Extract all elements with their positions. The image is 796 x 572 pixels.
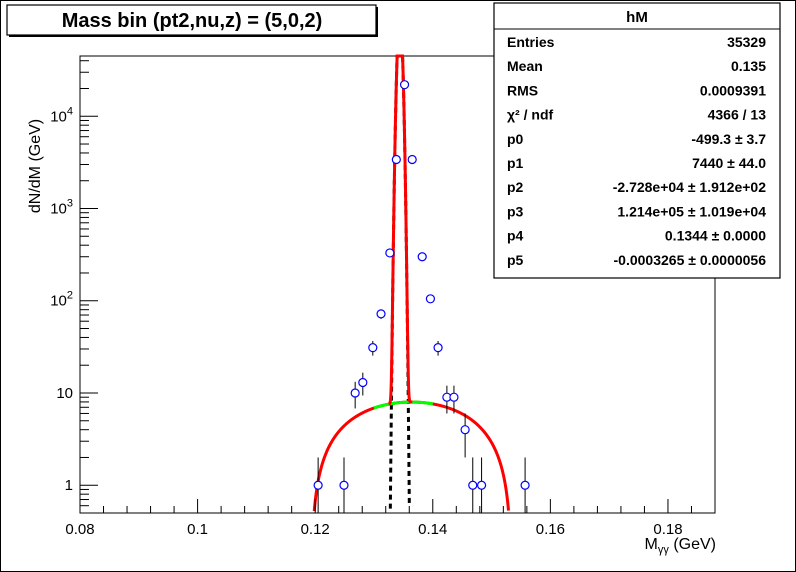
x-tick-label: 0.1 (187, 521, 208, 538)
stats-row-label: p1 (507, 155, 524, 171)
stats-row-label: Entries (507, 34, 555, 50)
stats-row-label: p3 (507, 203, 524, 219)
x-tick-label: 0.14 (418, 521, 447, 538)
data-point (476, 480, 487, 490)
stats-row-value: 7440 ± 44.0 (692, 155, 766, 171)
data-point (407, 154, 417, 165)
data-point (358, 377, 368, 388)
data-point (313, 480, 323, 490)
y-axis-title: dN/dM (GeV) (27, 119, 44, 213)
stats-row-label: p5 (507, 252, 524, 268)
x-tick-label: 0.18 (653, 521, 682, 538)
data-point (468, 480, 478, 490)
stats-row-value: 4366 / 13 (708, 107, 767, 123)
y-tick-label: 10 (56, 385, 73, 402)
x-tick-label: 0.16 (536, 521, 565, 538)
stats-row-value: 0.0009391 (700, 82, 766, 98)
y-axis: 1 10 102 103 104 (50, 60, 98, 514)
data-point (385, 248, 395, 258)
stats-row-value: -0.0003265 ± 0.0000056 (614, 252, 767, 268)
y-tick-label: 103 (50, 197, 73, 217)
stats-row-label: RMS (507, 82, 538, 98)
stats-box: hM Entries 35329 Mean 0.135 RMS 0.0009391 χ² /… (493, 2, 781, 279)
data-points (313, 80, 530, 513)
data-point (339, 480, 349, 490)
x-tick-label: 0.12 (301, 521, 330, 538)
stats-row-label: Mean (507, 58, 543, 74)
y-tick-label: 104 (50, 105, 73, 125)
stats-row-value: 35329 (727, 34, 766, 50)
stats-row-value: -2.728e+04 ± 1.912e+02 (613, 179, 766, 195)
stats-row-label: p2 (507, 179, 524, 195)
data-point (417, 252, 427, 262)
background-fit-range-curve (373, 400, 434, 410)
data-point (368, 343, 378, 353)
data-point (350, 388, 360, 398)
stats-row-value: 1.214e+05 ± 1.019e+04 (617, 203, 766, 219)
stats-box-title: hM (626, 9, 648, 26)
data-point (433, 343, 443, 353)
data-point (376, 309, 386, 319)
data-point (460, 425, 470, 435)
y-tick-label: 102 (50, 290, 73, 310)
x-axis: 0.08 0.1 0.12 0.14 0.16 0.18 (65, 499, 716, 538)
stats-row-value: -499.3 ± 3.7 (691, 131, 766, 147)
stats-row-value: 0.1344 ± 0.0000 (665, 228, 766, 244)
data-point (449, 392, 459, 402)
data-point (425, 294, 436, 304)
data-point (520, 480, 530, 490)
total-fit-curve (388, 54, 413, 406)
stats-row-value: 0.135 (731, 58, 766, 74)
x-tick-label: 0.08 (65, 521, 94, 538)
stats-row-label: χ² / ndf (507, 107, 553, 123)
title-box: Mass bin (pt2,nu,z) = (5,0,2) (6, 4, 378, 37)
data-point (391, 154, 401, 165)
data-point (399, 80, 410, 90)
chart-title: Mass bin (pt2,nu,z) = (5,0,2) (62, 10, 323, 32)
stats-row-label: p0 (507, 131, 524, 147)
stats-row-label: p4 (507, 228, 524, 244)
y-tick-label: 1 (65, 477, 73, 494)
fit-curves (312, 54, 511, 512)
